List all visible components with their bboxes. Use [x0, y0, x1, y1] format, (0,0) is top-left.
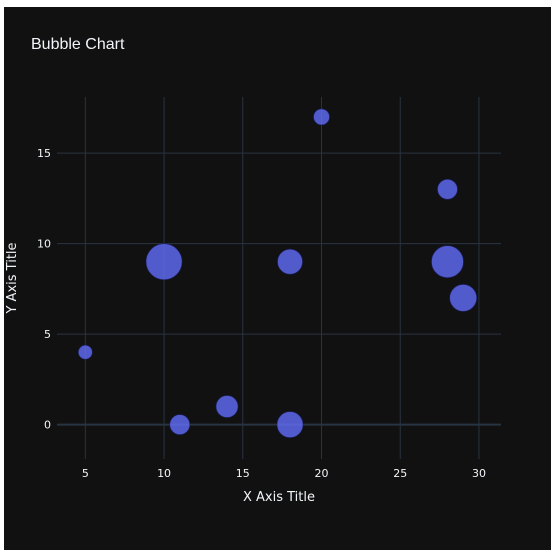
x-tick-label: 20	[315, 467, 329, 480]
chart-frame: Bubble Chart 5 10 15 20 25 30 0 5 10 15 X Axis Ti…	[4, 7, 551, 550]
grid-layer	[57, 97, 501, 459]
bubble-point[interactable]	[169, 414, 191, 435]
x-axis-title: X Axis Title	[243, 490, 315, 505]
y-tick-label: 15	[37, 147, 51, 160]
bubble-point[interactable]	[276, 411, 304, 438]
x-tick-label: 25	[393, 467, 407, 480]
bubble-point[interactable]	[277, 248, 303, 275]
y-tick-label: 5	[44, 328, 51, 341]
tick-label-layer: 5 10 15 20 25 30 0 5 10 15	[37, 147, 486, 480]
chart-title: Bubble Chart	[31, 36, 125, 53]
y-axis-title: Y Axis Title	[5, 242, 20, 314]
bubble-chart-svg: 5 10 15 20 25 30 0 5 10 15 X Axis Title Y Axis Ti…	[5, 97, 501, 505]
x-tick-label: 30	[472, 467, 486, 480]
x-tick-label: 15	[236, 467, 250, 480]
bubble-point[interactable]	[313, 108, 330, 126]
bubble-point[interactable]	[145, 243, 183, 281]
bubble-point[interactable]	[449, 284, 478, 312]
bubble-point[interactable]	[437, 179, 458, 200]
x-tick-label: 10	[157, 467, 171, 480]
bubble-point[interactable]	[431, 245, 464, 279]
bubble-point[interactable]	[78, 344, 93, 360]
x-tick-label: 5	[82, 467, 89, 480]
y-tick-label: 0	[44, 419, 51, 432]
bubble-layer	[78, 108, 478, 438]
y-tick-label: 10	[37, 238, 51, 251]
bubble-point[interactable]	[215, 395, 239, 418]
